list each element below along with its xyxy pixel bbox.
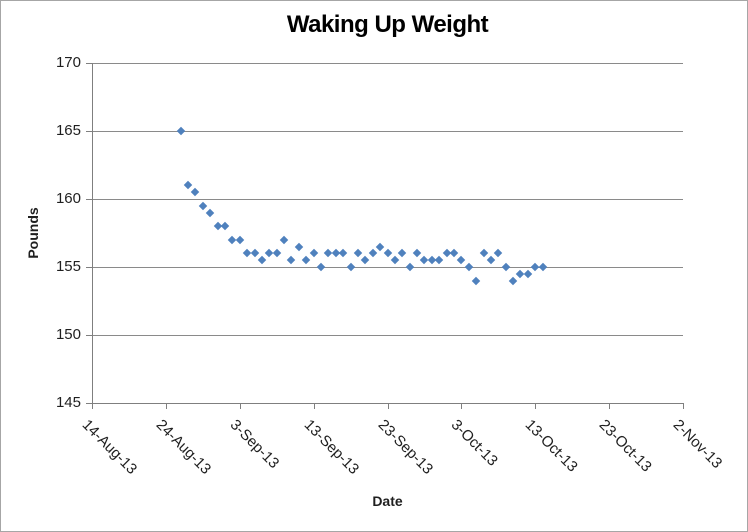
- data-point-marker: [191, 187, 200, 197]
- data-point-marker: [316, 262, 326, 272]
- data-point-marker: [523, 269, 533, 279]
- data-point-marker: [353, 249, 363, 258]
- y-tick-mark: [86, 335, 92, 336]
- data-point-marker: [242, 249, 252, 258]
- data-point-marker: [287, 255, 296, 265]
- y-tick-label: 150: [55, 326, 81, 343]
- x-axis-line: [92, 403, 683, 404]
- y-axis-line: [92, 63, 93, 403]
- data-point-marker: [501, 262, 510, 272]
- gridline: [92, 267, 683, 268]
- gridline: [92, 335, 683, 336]
- x-tick-mark: [683, 403, 684, 409]
- data-point-marker: [250, 249, 259, 258]
- data-point-marker: [405, 262, 414, 272]
- x-tick-mark: [461, 403, 463, 409]
- gridline: [92, 199, 683, 200]
- x-tick-mark: [92, 403, 93, 409]
- y-tick-label: 155: [55, 258, 81, 275]
- x-tick-mark: [239, 403, 241, 409]
- data-point-marker: [494, 249, 503, 258]
- x-tick-mark: [609, 403, 611, 409]
- data-point-marker: [183, 181, 193, 190]
- x-axis-title: Date: [372, 493, 403, 509]
- y-tick-mark: [86, 131, 92, 132]
- data-point-marker: [471, 276, 481, 285]
- data-point-marker: [368, 249, 377, 258]
- data-point-marker: [464, 262, 473, 272]
- data-point-marker: [220, 221, 230, 231]
- data-point-marker: [294, 242, 304, 251]
- x-tick-label: 13-Sep-13: [300, 416, 362, 478]
- data-point-marker: [346, 262, 355, 272]
- data-point-marker: [383, 249, 392, 258]
- x-tick-mark: [535, 403, 537, 409]
- y-axis-title: Pounds: [25, 207, 41, 259]
- y-tick-mark: [86, 403, 92, 404]
- x-tick-label: 14-Aug-13: [78, 416, 141, 478]
- data-point-marker: [457, 255, 466, 265]
- x-tick-label: 13-Oct-13: [521, 416, 582, 476]
- x-tick-label: 3-Oct-13: [448, 416, 502, 470]
- data-point-marker: [301, 255, 311, 265]
- x-tick-mark: [387, 403, 389, 409]
- y-tick-label: 145: [55, 394, 81, 411]
- x-tick-mark: [165, 403, 167, 409]
- y-tick-mark: [86, 199, 92, 200]
- data-point-marker: [538, 262, 547, 272]
- y-tick-label: 160: [55, 190, 81, 207]
- data-point-marker: [508, 276, 518, 285]
- data-point-marker: [434, 255, 444, 265]
- data-point-marker: [279, 235, 289, 245]
- data-point-marker: [257, 255, 267, 265]
- data-point-marker: [309, 249, 318, 258]
- y-tick-mark: [86, 63, 92, 64]
- data-point-marker: [449, 249, 459, 258]
- data-point-marker: [176, 126, 185, 136]
- data-point-marker: [338, 249, 348, 258]
- data-point-marker: [198, 201, 208, 211]
- data-point-marker: [375, 242, 385, 251]
- data-point-marker: [361, 255, 370, 265]
- gridline: [92, 63, 683, 64]
- x-tick-label: 2-Nov-13: [669, 416, 726, 472]
- data-point-marker: [390, 255, 400, 265]
- chart-title: Waking Up Weight: [286, 11, 489, 38]
- x-tick-mark: [313, 403, 315, 409]
- gridline: [92, 131, 683, 132]
- data-point-marker: [272, 249, 281, 258]
- data-point-marker: [235, 235, 244, 245]
- data-point-marker: [479, 249, 488, 258]
- x-tick-label: 24-Aug-13: [152, 416, 215, 478]
- data-point-marker: [205, 208, 215, 217]
- data-point-marker: [398, 249, 407, 258]
- data-point-marker: [412, 249, 422, 258]
- x-tick-label: 23-Sep-13: [374, 416, 436, 478]
- x-tick-label: 3-Sep-13: [226, 416, 283, 472]
- x-tick-label: 23-Oct-13: [595, 416, 655, 476]
- y-tick-label: 165: [55, 122, 81, 139]
- data-point-marker: [486, 255, 496, 265]
- y-tick-label: 170: [55, 54, 81, 71]
- y-tick-mark: [86, 267, 92, 268]
